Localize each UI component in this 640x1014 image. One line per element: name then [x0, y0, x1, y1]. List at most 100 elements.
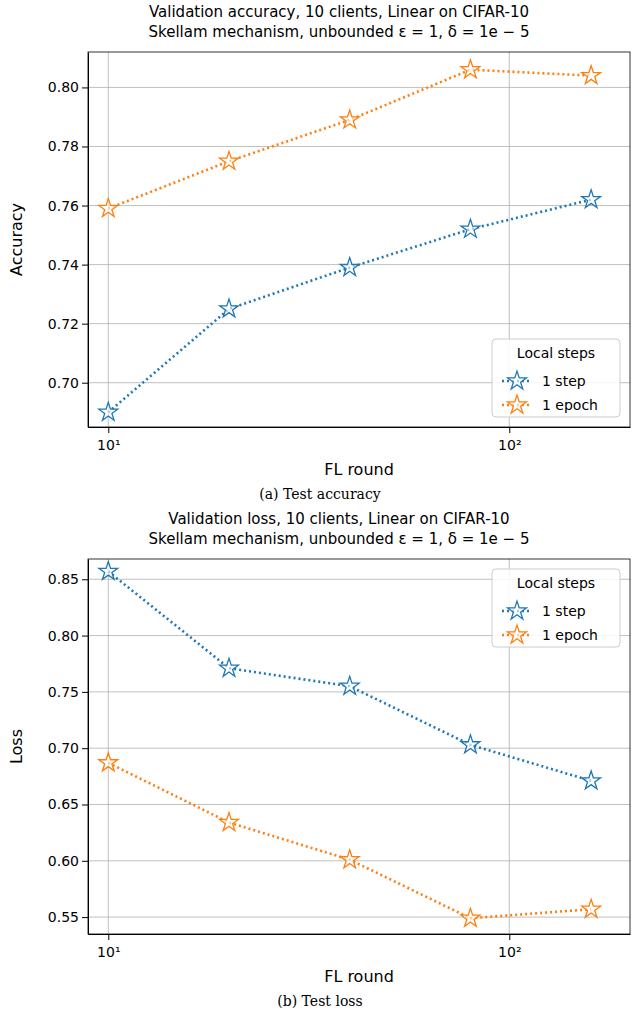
tick-label: 10¹ — [97, 944, 120, 960]
y-axis: 0.55 0.60 0.65 0.70 0.75 0.80 0.85 — [48, 560, 89, 935]
point-marker — [582, 771, 601, 789]
series-line — [108, 763, 591, 918]
legend-marker — [508, 601, 527, 619]
plot-frame — [88, 559, 630, 934]
grid-line-y — [88, 205, 630, 206]
point-marker — [461, 735, 480, 753]
y-axis: 0.70 0.72 0.74 0.76 0.78 0.80 — [48, 53, 89, 428]
point-marker — [99, 753, 118, 771]
grid-line-y — [88, 146, 630, 147]
tick: 0.72 — [48, 316, 88, 332]
legend: Local steps 1 step 1 epoch — [492, 339, 620, 417]
legend-label: 1 epoch — [542, 627, 598, 643]
grid-line-x — [108, 52, 109, 427]
figure: 10¹ 10² 0.70 0.72 0.74 0.76 0.78 0.80 Local step… — [0, 0, 640, 1014]
tick-label: 0.70 — [48, 375, 79, 391]
tick-label: 0.55 — [48, 909, 79, 925]
tick: 10¹ — [97, 427, 120, 453]
chart-subtitle: Skellam mechanism, unbounded ε = 1, δ = … — [149, 530, 530, 548]
legend-entry: 1 step — [502, 371, 586, 389]
tick-mark — [82, 87, 88, 88]
axis-line — [88, 53, 89, 428]
point-marker — [220, 299, 239, 317]
tick: 0.85 — [48, 571, 88, 587]
tick-label: 0.60 — [48, 853, 79, 869]
tick-label: 0.74 — [48, 257, 79, 273]
grid-line-y — [88, 804, 630, 805]
tick-mark — [108, 427, 109, 433]
tick-mark — [82, 804, 88, 805]
grid-line-y — [88, 87, 630, 88]
tick: 10² — [498, 427, 521, 453]
tick-mark — [82, 265, 88, 266]
tick-mark — [82, 579, 88, 580]
tick-mark — [82, 748, 88, 749]
point-marker — [220, 658, 239, 676]
x-axis-title: FL round — [324, 460, 394, 479]
chart-panel: 10¹ 10² 0.55 0.60 0.65 0.70 0.75 0.80 0.85 Local … — [7, 510, 631, 1009]
tick-label: 0.72 — [48, 316, 79, 332]
tick: 10¹ — [97, 934, 120, 960]
tick: 0.78 — [48, 138, 88, 154]
caption: (b) Test loss — [277, 993, 362, 1009]
tick-mark — [509, 427, 510, 433]
plot-frame — [88, 52, 630, 427]
tick-label: 0.80 — [48, 628, 79, 644]
point-marker — [99, 402, 118, 420]
tick-label: 0.70 — [48, 740, 79, 756]
legend-entry: 1 epoch — [502, 625, 598, 643]
legend-title: Local steps — [517, 345, 595, 361]
legend-marker — [508, 625, 527, 643]
plot-area: 10¹ 10² 0.70 0.72 0.74 0.76 0.78 0.80 Local step… — [48, 52, 631, 453]
tick: 0.70 — [48, 740, 88, 756]
grid-line-y — [88, 917, 630, 918]
x-axis-title: FL round — [324, 967, 394, 986]
tick: 0.76 — [48, 198, 88, 214]
legend-entry: 1 epoch — [502, 395, 598, 413]
tick: 10² — [498, 934, 521, 960]
tick-mark — [509, 934, 510, 940]
legend-marker — [508, 395, 527, 413]
tick-mark — [82, 206, 88, 207]
legend-marker — [508, 371, 527, 389]
tick-label: 0.76 — [48, 198, 79, 214]
tick: 0.55 — [48, 909, 88, 925]
tick-label: 0.78 — [48, 138, 79, 154]
tick-label: 0.80 — [48, 79, 79, 95]
point-marker — [340, 110, 359, 128]
tick-mark — [82, 146, 88, 147]
plot-area: 10¹ 10² 0.55 0.60 0.65 0.70 0.75 0.80 0.85 Local … — [48, 559, 631, 960]
legend-entry: 1 step — [502, 601, 586, 619]
grid-line-x — [108, 559, 109, 934]
y-axis-title: Loss — [7, 729, 26, 764]
tick: 0.75 — [48, 684, 88, 700]
grid-line-y — [88, 748, 630, 749]
tick-mark — [82, 692, 88, 693]
point-marker — [99, 561, 118, 579]
grid-line-y — [88, 691, 630, 692]
point-marker — [340, 258, 359, 276]
tick: 0.74 — [48, 257, 88, 273]
grid — [88, 559, 630, 934]
tick-label: 10² — [498, 944, 521, 960]
axis-line — [88, 560, 89, 935]
legend-title: Local steps — [517, 575, 595, 591]
point-marker — [582, 899, 601, 917]
chart-title: Validation loss, 10 clients, Linear on C… — [168, 510, 509, 528]
x-axis: 10¹ 10² — [89, 427, 631, 453]
chart-subtitle: Skellam mechanism, unbounded ε = 1, δ = … — [149, 23, 530, 41]
point-marker — [340, 850, 359, 868]
chart-title: Validation accuracy, 10 clients, Linear … — [149, 3, 529, 21]
grid-line-y — [88, 860, 630, 861]
point-marker — [461, 219, 480, 237]
tick-mark — [82, 861, 88, 862]
chart-panel: 10¹ 10² 0.70 0.72 0.74 0.76 0.78 0.80 Local step… — [7, 3, 631, 502]
tick-label: 0.85 — [48, 571, 79, 587]
legend-label: 1 step — [542, 603, 586, 619]
legend-label: 1 step — [542, 373, 586, 389]
tick-label: 10² — [498, 437, 521, 453]
series-line — [108, 200, 591, 413]
tick: 0.65 — [48, 796, 88, 812]
tick-mark — [82, 917, 88, 918]
point-marker — [340, 676, 359, 694]
